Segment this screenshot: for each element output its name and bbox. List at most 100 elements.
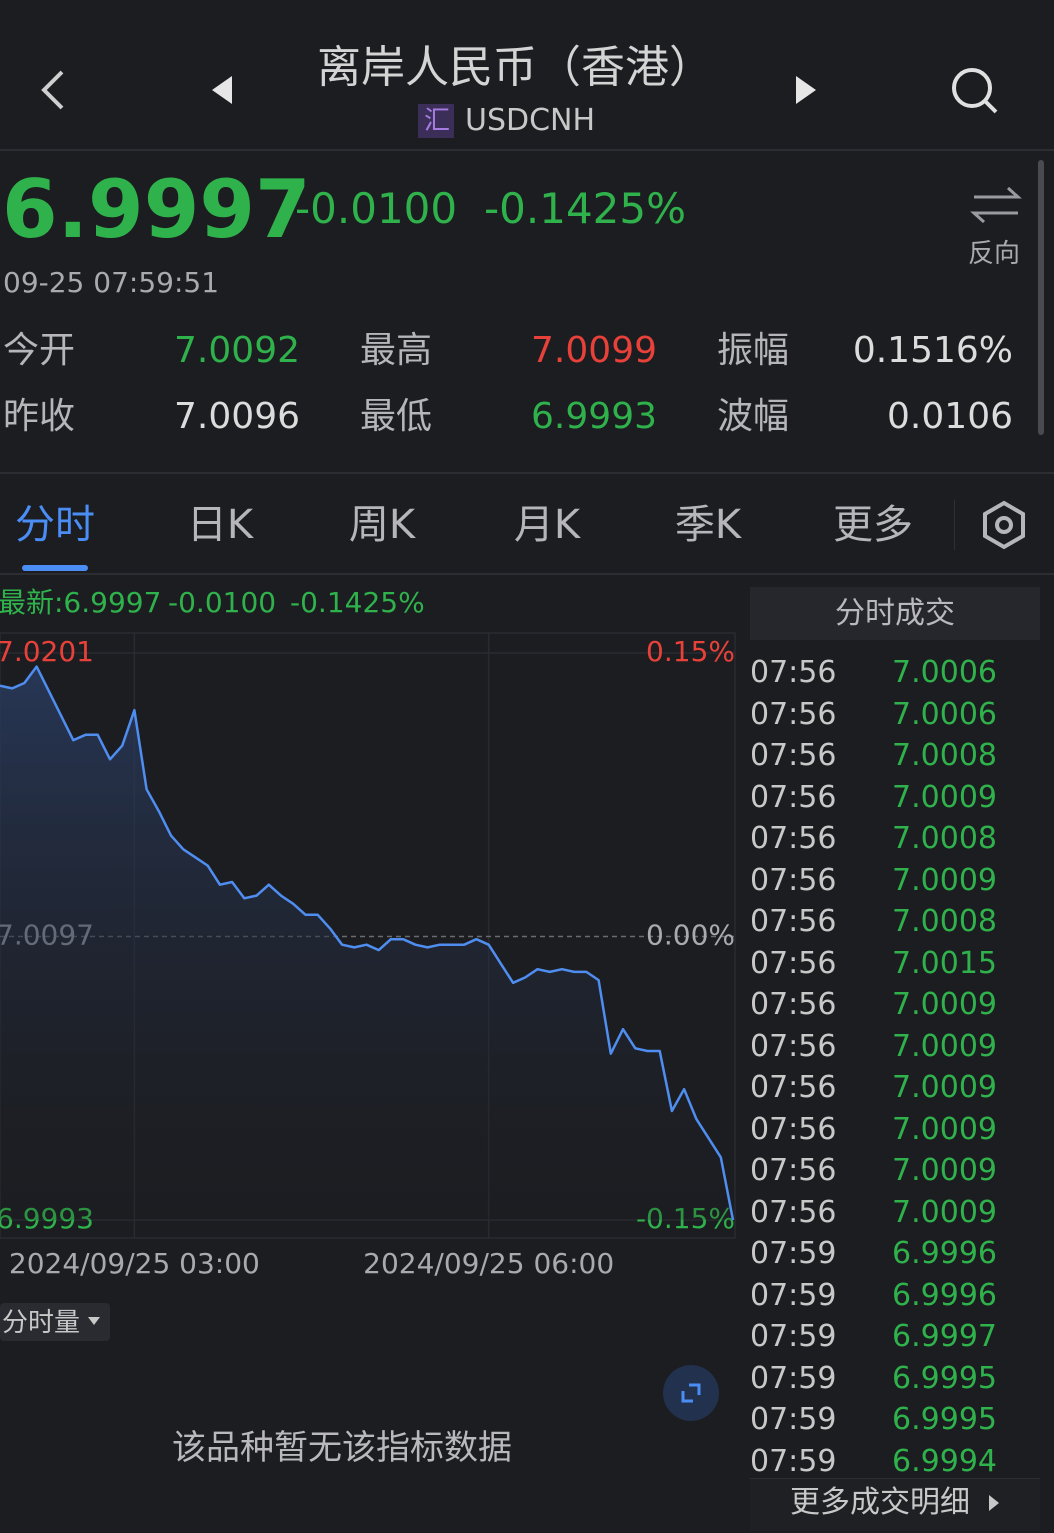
indicator-select-box[interactable] bbox=[0, 1303, 110, 1341]
reverse-label[interactable]: 反向 bbox=[968, 239, 1021, 269]
settings-icon-center bbox=[995, 516, 1013, 534]
trade-price: 6.9996 bbox=[892, 1236, 997, 1271]
tab[interactable]: 更多 bbox=[833, 502, 913, 548]
trade-time: 07:56 bbox=[750, 862, 837, 898]
stat-value: 0.0106 bbox=[887, 396, 1013, 437]
trade-price: 7.0009 bbox=[892, 1194, 997, 1230]
y-tick-label: 7.0201 bbox=[0, 635, 94, 668]
tab[interactable]: 分时 bbox=[15, 502, 95, 548]
trade-price: 6.9997 bbox=[892, 1319, 997, 1354]
caret bbox=[88, 1317, 100, 1325]
trade-price: 7.0008 bbox=[892, 904, 997, 939]
expand-button[interactable] bbox=[661, 1363, 721, 1423]
stat-value: 7.0096 bbox=[174, 396, 300, 437]
trade-price: 7.0009 bbox=[892, 862, 997, 898]
latest-change: -0.0100 bbox=[168, 586, 277, 619]
trade-time: 07:56 bbox=[750, 987, 837, 1022]
stat-label: 振幅 bbox=[717, 330, 790, 371]
tab[interactable]: 周K bbox=[348, 502, 416, 548]
trade-time: 07:56 bbox=[750, 1028, 837, 1064]
badge-bg bbox=[418, 104, 454, 138]
scrollbar bbox=[1038, 160, 1044, 435]
trade-price: 6.9995 bbox=[892, 1402, 997, 1437]
stat-label: 昨收 bbox=[3, 396, 76, 437]
trade-time: 07:56 bbox=[750, 655, 837, 690]
y2-tick-label: 0.00% bbox=[646, 919, 735, 952]
title: 离岸人民币（香港） bbox=[317, 42, 713, 93]
header-icons bbox=[0, 68, 1054, 151]
trade-price: 7.0015 bbox=[892, 945, 997, 981]
trade-price: 7.0009 bbox=[892, 987, 997, 1022]
trade-price: 7.0009 bbox=[892, 1070, 997, 1105]
trade-time: 07:56 bbox=[750, 821, 837, 856]
stat-value: 0.1516% bbox=[852, 330, 1013, 371]
trade-time: 07:56 bbox=[750, 1070, 837, 1105]
settings-icon[interactable] bbox=[983, 500, 1025, 550]
more-arrow bbox=[989, 1495, 999, 1511]
expand-bg bbox=[663, 1365, 719, 1421]
trade-price: 7.0008 bbox=[892, 738, 997, 773]
badge: 汇 bbox=[424, 106, 451, 136]
latest-pct: -0.1425% bbox=[290, 586, 425, 619]
trade-time: 07:56 bbox=[750, 696, 837, 732]
stat-value: 7.0092 bbox=[174, 330, 300, 371]
stat-label: 最低 bbox=[360, 396, 433, 437]
trade-time: 07:56 bbox=[750, 945, 837, 981]
quote-time: 09-25 07:59:51 bbox=[3, 266, 220, 299]
trade-time: 07:56 bbox=[750, 904, 837, 939]
trade-price: 7.0008 bbox=[892, 821, 997, 856]
y2-tick-label: 0.15% bbox=[646, 635, 735, 668]
trade-price: 6.9996 bbox=[892, 1277, 997, 1313]
tab[interactable]: 季K bbox=[674, 502, 742, 548]
trade-price: 7.0009 bbox=[892, 1111, 997, 1147]
x-tick-label: 2024/09/25 06:00 bbox=[363, 1247, 614, 1280]
trade-time: 07:59 bbox=[750, 1236, 837, 1271]
trades-title: 分时成交 bbox=[835, 596, 955, 631]
trade-time: 07:56 bbox=[750, 738, 837, 773]
tab[interactable]: 日K bbox=[186, 502, 254, 548]
search-icon-handle bbox=[983, 99, 998, 114]
trade-price: 7.0006 bbox=[892, 696, 997, 732]
select-caret bbox=[88, 1317, 100, 1325]
next-icon[interactable] bbox=[796, 76, 816, 104]
trade-price: 7.0006 bbox=[892, 655, 997, 690]
search-icon[interactable] bbox=[952, 68, 992, 108]
trade-price: 6.9995 bbox=[892, 1360, 997, 1396]
trades-more[interactable]: 更多成交明细 bbox=[790, 1485, 970, 1520]
divider bbox=[0, 573, 1054, 575]
area-fill bbox=[0, 666, 733, 1220]
trade-time: 07:59 bbox=[750, 1277, 837, 1313]
change: -0.0100 bbox=[295, 184, 458, 233]
indicator-select[interactable]: 分时量 bbox=[2, 1308, 81, 1338]
indicator-empty: 该品种暂无该指标数据 bbox=[172, 1428, 512, 1468]
trades-header bbox=[750, 587, 1040, 640]
trade-price: 6.9994 bbox=[892, 1443, 997, 1479]
expand-icon bbox=[681, 1383, 701, 1403]
trade-time: 07:56 bbox=[750, 779, 837, 815]
reverse-arrows bbox=[970, 186, 1022, 224]
prev-icon[interactable] bbox=[212, 76, 232, 104]
trade-time: 07:59 bbox=[750, 1402, 837, 1437]
trade-price: 7.0009 bbox=[892, 1153, 997, 1188]
arrow bbox=[989, 1495, 999, 1511]
back-icon[interactable] bbox=[41, 70, 64, 110]
code: USDCNH bbox=[465, 103, 596, 138]
change-pct: -0.1425% bbox=[484, 184, 687, 233]
price: 6.9997 bbox=[2, 163, 311, 256]
trade-time: 07:56 bbox=[750, 1153, 837, 1188]
trade-price: 7.0009 bbox=[892, 1028, 997, 1064]
stat-value: 6.9993 bbox=[531, 396, 657, 437]
reverse-icon[interactable] bbox=[968, 180, 1028, 230]
stat-label: 波幅 bbox=[717, 396, 790, 437]
tab-icons bbox=[954, 500, 1025, 550]
divider bbox=[0, 472, 1054, 474]
tab[interactable]: 月K bbox=[513, 502, 581, 548]
trade-time: 07:59 bbox=[750, 1443, 837, 1479]
stat-value: 7.0099 bbox=[531, 330, 657, 371]
stat-label: 今开 bbox=[3, 330, 76, 371]
x-tick-label: 2024/09/25 03:00 bbox=[9, 1247, 260, 1280]
plot-border bbox=[0, 632, 736, 1239]
trade-time: 07:59 bbox=[750, 1319, 837, 1354]
